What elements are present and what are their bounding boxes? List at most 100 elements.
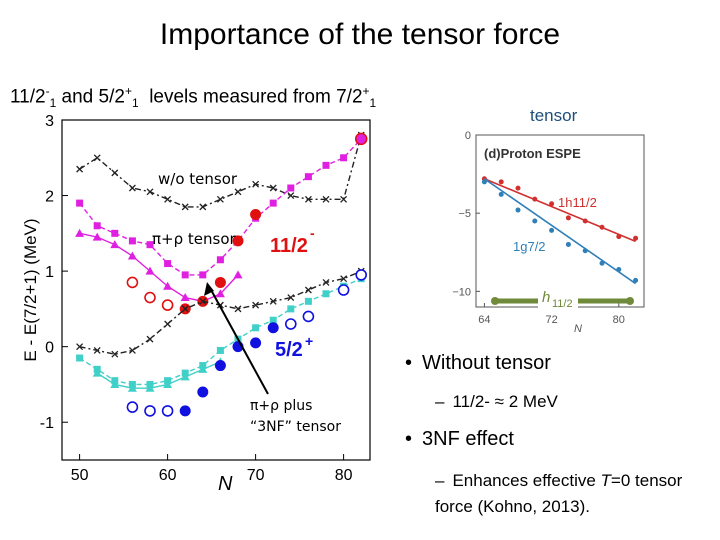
data-point [145, 266, 155, 275]
series-line [79, 134, 362, 208]
label-11-2: 11/2 [270, 235, 308, 257]
data-point [287, 305, 295, 313]
inset-h11-bar-label-sub: 11/2 [552, 298, 573, 310]
inset-g7-label: 1g7/2 [513, 239, 546, 254]
data-point [146, 188, 154, 196]
data-point [269, 199, 277, 207]
y-tick-label: 1 [45, 264, 54, 281]
data-point [111, 229, 119, 237]
data-point [234, 305, 242, 313]
data-point [92, 368, 102, 377]
label-11-2-sup: - [310, 225, 315, 241]
subtitle-part2: and 5/2 [56, 86, 125, 108]
data-point [250, 208, 262, 220]
data-point [92, 232, 102, 241]
data-point [181, 305, 189, 313]
data-point [287, 294, 295, 302]
label-3nf-line1: π+ρ plus [250, 398, 312, 414]
data-point [163, 281, 173, 290]
inset-h11-bar-right-cap [626, 297, 634, 305]
data-point [287, 184, 295, 192]
x-tick-label: 50 [71, 467, 89, 484]
data-point [199, 203, 207, 211]
data-point [93, 154, 101, 162]
inset-xlabel: N [574, 323, 582, 335]
data-point [340, 195, 348, 203]
inset-h11-bar-label: h [542, 289, 550, 306]
inset-y-tick-label: −5 [458, 208, 471, 220]
series-line [79, 138, 362, 276]
data-point [164, 320, 172, 328]
label-3nf-line2: “3NF” tensor [250, 419, 341, 435]
data-point [234, 188, 242, 196]
3nf-arrow-head [204, 282, 214, 296]
inset-x-tick-label: 72 [545, 314, 557, 326]
data-point [199, 271, 207, 279]
bullet-dot: • [405, 352, 413, 374]
data-point [304, 297, 312, 305]
bullet-text: Without tensor [422, 352, 551, 374]
data-point [215, 289, 225, 298]
data-point [93, 222, 101, 230]
data-point [269, 184, 277, 192]
data-point [287, 192, 295, 200]
inset-data-point [582, 248, 588, 254]
subtitle-part3-sup: + [362, 84, 370, 98]
data-point [164, 195, 172, 203]
data-point [179, 405, 191, 417]
inset-data-point [498, 179, 504, 185]
data-point [233, 270, 243, 279]
inset-data-point [481, 179, 487, 185]
data-point [111, 350, 119, 358]
main-plot-frame [61, 119, 371, 461]
data-point [128, 184, 136, 192]
series-line [79, 232, 239, 303]
inset-axis-ticks: 64 72 80 0 −5 −10 [452, 130, 625, 326]
main-ylabel: E - E(7/2+1) (MeV) [21, 218, 40, 361]
inset-data-point [549, 201, 555, 207]
data-point [322, 290, 330, 298]
inset-data-point [515, 207, 521, 213]
inset-data-point [549, 227, 555, 233]
data-point [161, 405, 174, 417]
data-point [144, 405, 156, 417]
page-title: Importance of the tensor force [159, 18, 561, 51]
data-point [76, 165, 84, 173]
data-point [322, 195, 330, 203]
inset-series-group [481, 176, 639, 285]
inset-data-point [582, 218, 588, 224]
data-point [232, 235, 244, 247]
subtitle-part2-sub: 1 [131, 96, 139, 111]
data-point [161, 299, 174, 311]
inset-data-point [565, 215, 571, 221]
bullet-dash: – [435, 471, 445, 490]
data-point [304, 286, 312, 294]
data-point [197, 386, 209, 398]
subtitle-part1-sub: 1 [49, 96, 57, 111]
sub-bullet-text-post: =0 tensor force (Kohno, 2013). [435, 471, 683, 516]
data-point [128, 237, 136, 245]
inset-data-point [599, 260, 605, 266]
data-point [163, 379, 173, 388]
inset-fit-line [484, 178, 636, 243]
data-point [269, 316, 277, 324]
inset-title: (d)Proton ESPE [484, 146, 581, 161]
inset-y-tick-label: 0 [465, 130, 471, 142]
inset-data-point [532, 196, 538, 202]
data-point [181, 271, 189, 279]
data-point [146, 335, 154, 343]
bullet-3nf-effect: • 3NF effect [405, 428, 514, 451]
inset-h11-bar-label-bg [538, 286, 578, 308]
sub-bullet-text-t: T [600, 471, 611, 490]
inset-data-point [616, 266, 622, 272]
data-point [252, 180, 260, 188]
main-series-group [75, 131, 368, 417]
sub-bullet-text-pre: Enhances effective [452, 471, 601, 490]
sub-bullet-enhances: – Enhances effective T=0 tensor force (Ko… [435, 468, 715, 520]
sub-bullet-11-2: –11/2- ≈ 2 MeV [435, 392, 558, 412]
inset-data-point [633, 235, 639, 241]
data-point [127, 383, 137, 392]
data-point [302, 310, 315, 323]
y-tick-label: -1 [40, 415, 54, 432]
